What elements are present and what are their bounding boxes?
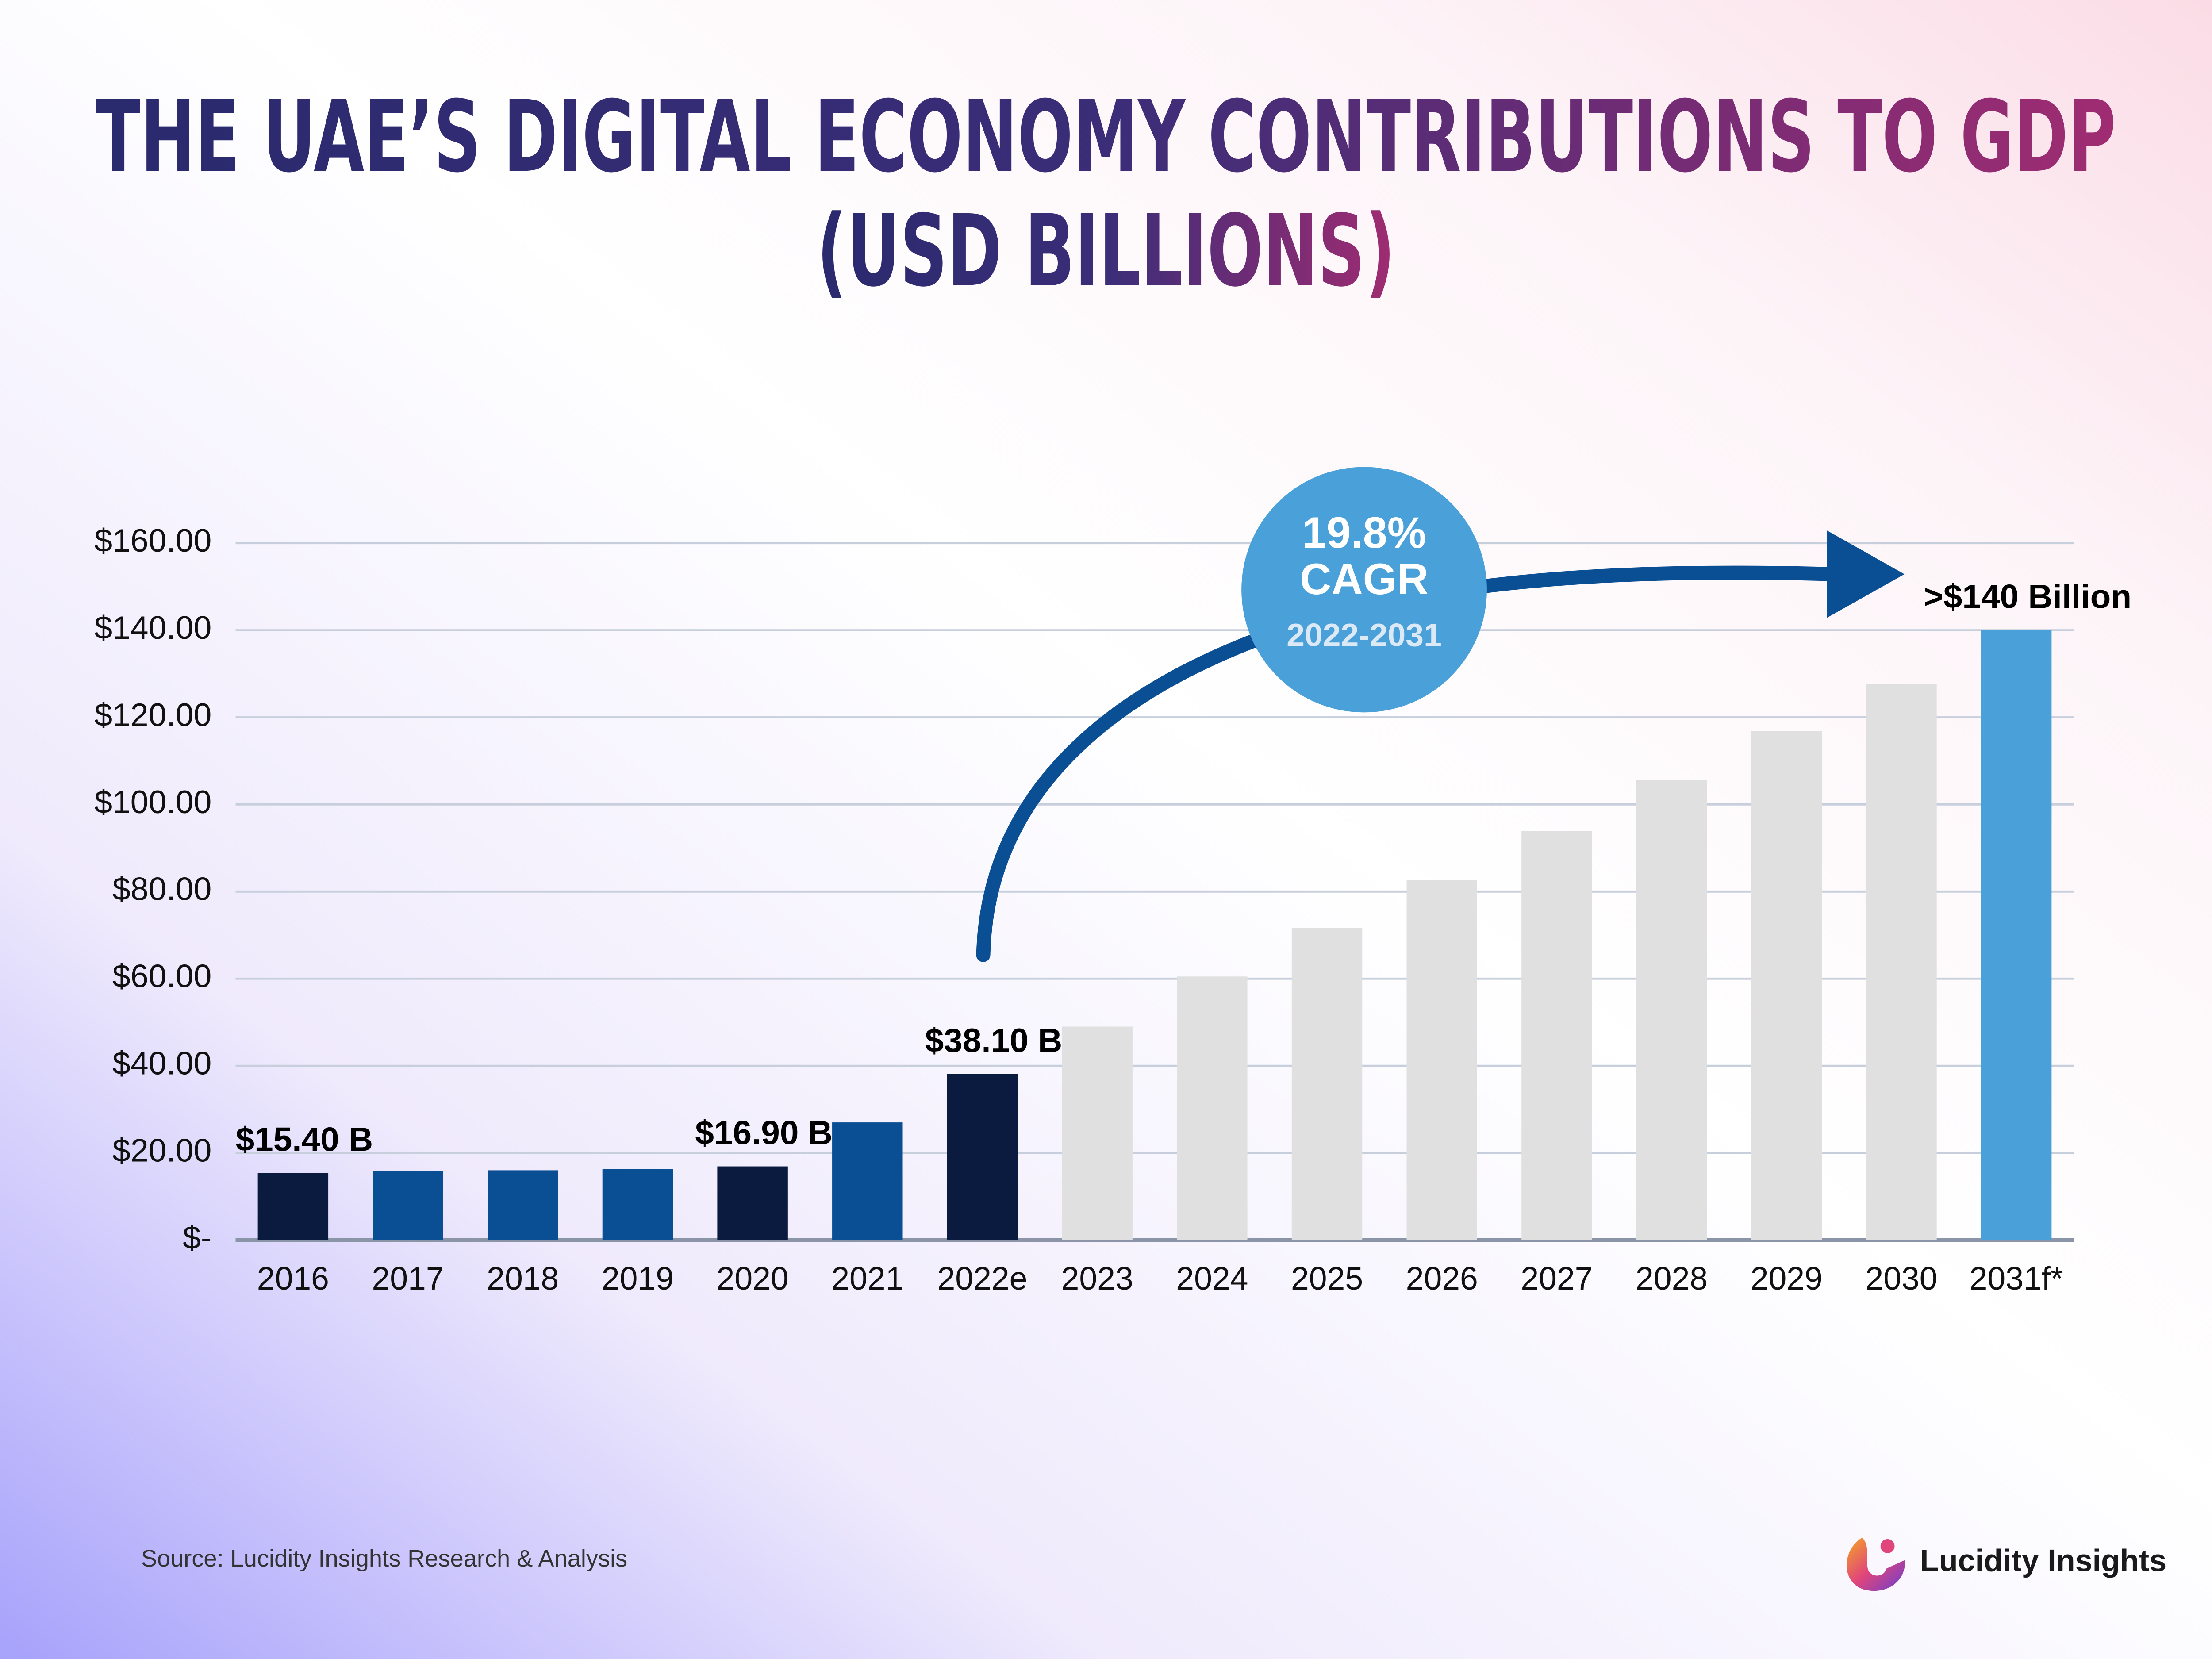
bar: [1636, 780, 1707, 1240]
value-label: $15.40 B: [236, 1121, 373, 1158]
cagr-badge: [1241, 467, 1487, 713]
y-tick-label: $160.00: [94, 522, 211, 559]
x-tick-label: 2021: [831, 1260, 903, 1297]
x-tick-label: 2022e: [937, 1260, 1028, 1297]
x-tick-label: 2017: [372, 1260, 444, 1297]
bar: [1406, 880, 1477, 1240]
cagr-rate: 19.8%: [1302, 508, 1426, 557]
x-tick-label: 2030: [1865, 1260, 1937, 1297]
logo-text: Lucidity Insights: [1920, 1543, 2166, 1578]
x-tick-label: 2028: [1636, 1260, 1708, 1297]
bar: [1866, 684, 1937, 1240]
y-tick-label: $100.00: [94, 784, 211, 820]
y-tick-label: $60.00: [112, 958, 211, 995]
y-tick-label: $120.00: [94, 697, 211, 733]
bar: [1521, 831, 1592, 1240]
logo-mark: [1847, 1537, 1905, 1591]
bar: [832, 1122, 903, 1240]
y-tick-label: $40.00: [112, 1045, 211, 1081]
bar: [717, 1166, 788, 1240]
bar: [257, 1173, 329, 1240]
value-label: $38.10 B: [925, 1022, 1063, 1060]
value-label: >$140 Billion: [1924, 578, 2131, 616]
y-tick-label: $140.00: [94, 610, 211, 646]
bar: [488, 1170, 558, 1240]
bar: [947, 1074, 1018, 1240]
x-tick-label: 2023: [1061, 1260, 1133, 1297]
logo-dot: [1880, 1539, 1895, 1553]
plot-area: $- $20.00 $40.00 $60.00 $80.00 $100.00 $120.00…: [94, 522, 2131, 1297]
bar: [1291, 928, 1363, 1240]
x-tick-label: 2027: [1521, 1260, 1593, 1297]
y-tick-label: $-: [183, 1219, 211, 1256]
y-tick-label: $20.00: [112, 1132, 211, 1168]
bar: [602, 1169, 673, 1240]
cagr-label: CAGR: [1300, 555, 1429, 603]
bar: [1981, 630, 2052, 1240]
bar: [1751, 731, 1822, 1240]
chart-subtitle: (USD BILLIONS): [817, 194, 1395, 309]
x-tick-label: 2018: [487, 1260, 559, 1297]
arrow-head: [1827, 530, 1905, 618]
x-tick-label: 2016: [257, 1260, 329, 1297]
bar: [1177, 976, 1248, 1240]
y-tick-label: $80.00: [112, 871, 211, 907]
x-tick-label: 2026: [1406, 1260, 1478, 1297]
value-label: $16.90 B: [695, 1114, 833, 1152]
x-tick-label: 2019: [602, 1260, 674, 1297]
x-tick-label: 2025: [1291, 1260, 1363, 1297]
chart-title: THE UAE’S DIGITAL ECONOMY CONTRIBUTIONS …: [96, 79, 2116, 194]
bar: [1062, 1026, 1133, 1240]
x-tick-label: 2024: [1176, 1260, 1248, 1297]
source-note: Source: Lucidity Insights Research & Ana…: [141, 1545, 627, 1572]
x-tick-label: 2020: [717, 1260, 789, 1297]
x-tick-label: 2029: [1751, 1260, 1823, 1297]
cagr-period: 2022-2031: [1286, 617, 1442, 653]
x-tick-label: 2031f*: [1970, 1260, 2063, 1297]
bar: [373, 1171, 443, 1240]
